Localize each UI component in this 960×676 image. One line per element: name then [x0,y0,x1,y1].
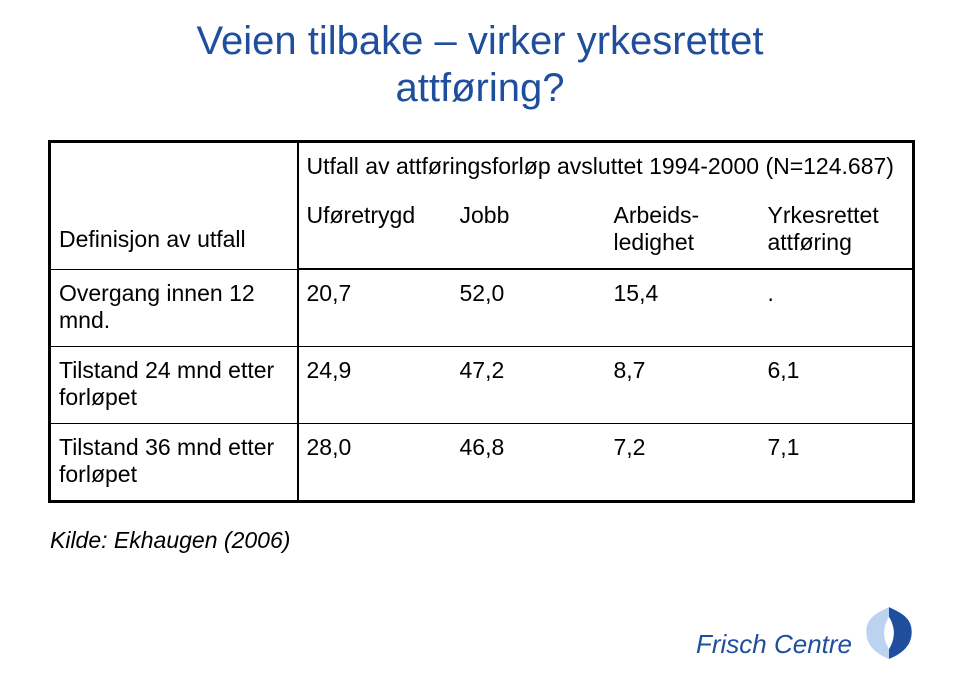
footer-brand-text: Frisch Centre [696,629,852,660]
cell: 28,0 [298,423,452,501]
cell: 7,1 [760,423,914,501]
source-citation: Kilde: Ekhaugen (2006) [48,527,912,554]
cell: 6,1 [760,346,914,423]
col-header: Jobb [452,192,606,269]
cell: 52,0 [452,269,606,346]
table-row: Tilstand 36 mnd etter forløpet 28,0 46,8… [50,423,914,501]
cell: 24,9 [298,346,452,423]
row-label: Tilstand 36 mnd etter forløpet [50,423,298,501]
table-row: Tilstand 24 mnd etter forløpet 24,9 47,2… [50,346,914,423]
data-table: Definisjon av utfall Utfall av attføring… [48,140,915,503]
cell: 46,8 [452,423,606,501]
spanning-header: Utfall av attføringsforløp avsluttet 199… [298,142,914,193]
slide: Veien tilbake – virker yrkesrettet attfø… [0,0,960,676]
cell: 8,7 [606,346,760,423]
row-label: Overgang innen 12 mnd. [50,269,298,346]
col-header: Arbeids- ledighet [606,192,760,269]
cell: 20,7 [298,269,452,346]
brand-logo-icon [862,606,916,660]
table-row: Overgang innen 12 mnd. 20,7 52,0 15,4 . [50,269,914,346]
cell: . [760,269,914,346]
col-header: Yrkesrettet attføring [760,192,914,269]
footer: Frisch Centre [696,606,916,660]
row-header-label: Definisjon av utfall [50,142,298,270]
row-label: Tilstand 24 mnd etter forløpet [50,346,298,423]
title-line-2: attføring? [396,66,565,110]
title-line-1: Veien tilbake – virker yrkesrettet [197,19,764,63]
table-header-row-span: Definisjon av utfall Utfall av attføring… [50,142,914,193]
page-title: Veien tilbake – virker yrkesrettet attfø… [48,18,912,112]
cell: 7,2 [606,423,760,501]
col-header: Uføretrygd [298,192,452,269]
cell: 47,2 [452,346,606,423]
cell: 15,4 [606,269,760,346]
